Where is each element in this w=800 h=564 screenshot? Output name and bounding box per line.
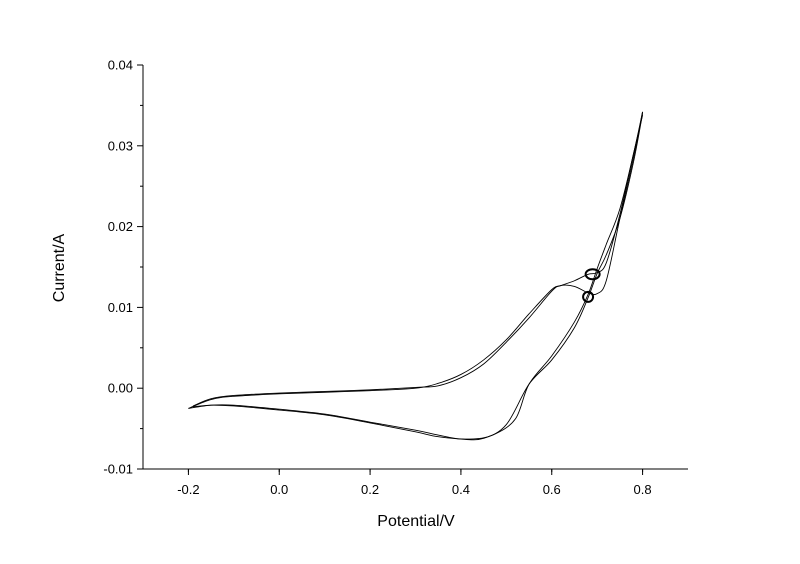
y-tick-label: 0.00	[108, 381, 133, 396]
cv-curve-2	[192, 111, 644, 407]
y-tick-label: -0.01	[103, 462, 133, 477]
x-tick-label: 0.6	[543, 482, 561, 497]
axes: -0.2 0.0 0.2 0.4 0.6 0.8 -0.01 0.00 0.01 0.02 0.03…	[103, 58, 688, 497]
x-tick-label: 0.0	[270, 482, 288, 497]
cv-curves	[188, 111, 644, 441]
x-tick-label: 0.8	[634, 482, 652, 497]
y-axis-title: Current/A	[51, 233, 68, 302]
x-tick-label: 0.4	[452, 482, 470, 497]
x-tick-label: -0.2	[177, 482, 199, 497]
annotation-ellipse-1	[584, 268, 601, 281]
cv-curve-4	[192, 111, 644, 440]
y-tick-label: 0.04	[108, 58, 133, 73]
y-tick-label: 0.01	[108, 300, 133, 315]
annotation-ellipse-2	[582, 290, 595, 303]
y-tick-label: 0.02	[108, 219, 133, 234]
cv-curve-3	[188, 113, 644, 441]
cv-curve-1	[188, 114, 644, 409]
annotations	[582, 268, 601, 303]
x-tick-label: 0.2	[361, 482, 379, 497]
x-axis-title: Potential/V	[377, 513, 455, 530]
y-tick-label: 0.03	[108, 138, 133, 153]
